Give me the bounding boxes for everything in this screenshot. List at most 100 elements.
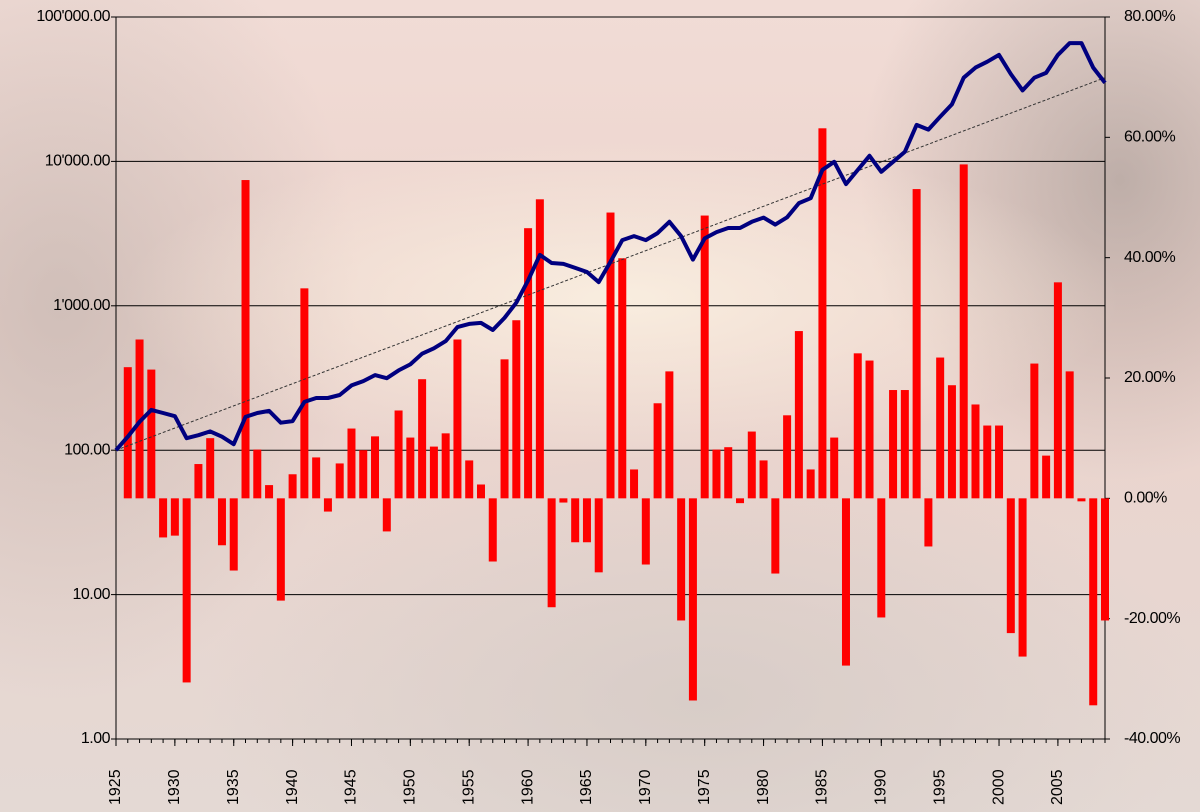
y2-tick-label: 20.00% (1124, 369, 1176, 386)
bar (347, 429, 355, 499)
bar (206, 438, 214, 498)
x-tick-label: 1945 (343, 769, 360, 805)
bar (630, 469, 638, 498)
bar (1077, 498, 1085, 501)
bar (477, 484, 485, 498)
bar (559, 498, 567, 502)
bar (159, 498, 167, 537)
bar (418, 379, 426, 498)
bar (383, 498, 391, 531)
y-tick-label: 10'000.00 (45, 153, 111, 170)
bar (724, 447, 732, 498)
x-tick-label: 1940 (284, 769, 301, 805)
bar (701, 216, 709, 499)
bar (830, 438, 838, 499)
bar (524, 228, 532, 498)
x-tick-label: 1985 (814, 769, 831, 805)
bar (571, 498, 579, 542)
bar (818, 128, 826, 498)
bar (453, 339, 461, 498)
bar (866, 361, 874, 499)
bar (677, 498, 685, 620)
y-tick-label: 10.00 (72, 586, 110, 603)
bar (654, 403, 662, 498)
x-tick-label: 1980 (755, 769, 772, 805)
bar (501, 359, 509, 498)
bar (230, 498, 238, 570)
bar (489, 498, 497, 561)
bar (406, 438, 414, 499)
bar (618, 258, 626, 498)
x-tick-label: 1950 (402, 769, 419, 805)
bar (536, 199, 544, 498)
bar (242, 180, 250, 498)
bar (889, 390, 897, 498)
bar (901, 390, 909, 498)
chart: 1.0010.00100.001'000.0010'000.00100'000.… (0, 0, 1200, 812)
bar (289, 474, 297, 498)
bar (913, 189, 921, 498)
bar (336, 463, 344, 498)
bar (807, 469, 815, 498)
x-tick-label: 1960 (519, 769, 536, 805)
bar (194, 464, 202, 498)
y2-tick-label: -40.00% (1124, 730, 1180, 747)
bar (1007, 498, 1015, 633)
bar (395, 410, 403, 498)
bar (442, 433, 450, 498)
bar (265, 485, 273, 498)
bar (583, 498, 591, 542)
bar (642, 498, 650, 564)
bar (171, 498, 179, 535)
y-tick-label: 100'000.00 (36, 8, 110, 25)
bar (748, 432, 756, 499)
bar (995, 426, 1003, 499)
bar (218, 498, 226, 545)
bar (665, 371, 673, 498)
bar (1019, 498, 1027, 656)
y2-tick-label: 0.00% (1124, 490, 1167, 507)
bar (760, 460, 768, 498)
x-tick-label: 1975 (696, 769, 713, 805)
y-tick-label: 100.00 (64, 441, 111, 458)
bar (877, 498, 885, 617)
bar (1101, 498, 1109, 620)
bar (771, 498, 779, 573)
bar (983, 426, 991, 499)
bar (736, 498, 744, 503)
bar (548, 498, 556, 607)
x-tick-label: 1995 (931, 769, 948, 805)
x-tick-label: 1965 (578, 769, 595, 805)
bar (1089, 498, 1097, 705)
bar (512, 320, 520, 498)
x-tick-label: 1970 (637, 769, 654, 805)
bar (971, 404, 979, 498)
bar (359, 450, 367, 498)
bar (936, 358, 944, 499)
bar (371, 436, 379, 498)
x-tick-label: 1955 (460, 769, 477, 805)
bar (1030, 364, 1038, 499)
y2-tick-label: 40.00% (1124, 249, 1176, 266)
bar (854, 353, 862, 498)
x-tick-label: 1925 (107, 769, 124, 805)
bar (689, 498, 697, 700)
x-tick-label: 2000 (990, 769, 1007, 805)
y2-tick-label: 80.00% (1124, 8, 1176, 25)
bar (712, 450, 720, 499)
bar (924, 498, 932, 546)
bar (960, 164, 968, 498)
bar (147, 370, 155, 499)
bar (1066, 371, 1074, 498)
bar (795, 331, 803, 498)
y-tick-label: 1'000.00 (53, 297, 110, 314)
bar (948, 385, 956, 498)
x-tick-label: 1935 (225, 769, 242, 805)
bar (842, 498, 850, 665)
bar (465, 460, 473, 498)
bar (277, 498, 285, 600)
x-tick-label: 1990 (873, 769, 890, 805)
x-tick-label: 1930 (166, 769, 183, 805)
bar (1054, 282, 1062, 498)
y2-tick-label: -20.00% (1124, 610, 1180, 627)
